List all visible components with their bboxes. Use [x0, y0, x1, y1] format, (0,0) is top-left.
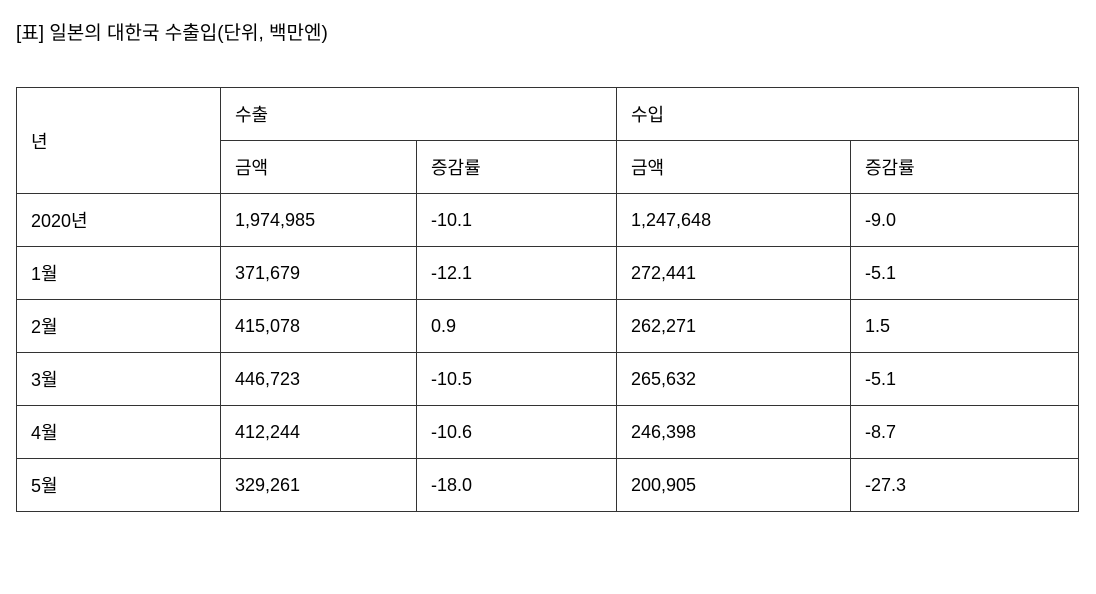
cell-period: 4월	[17, 406, 221, 459]
cell-import-rate: -8.7	[851, 406, 1079, 459]
cell-period: 2020년	[17, 194, 221, 247]
cell-period: 1월	[17, 247, 221, 300]
header-import: 수입	[617, 88, 1079, 141]
table-title: [표] 일본의 대한국 수출입(단위, 백만엔)	[16, 18, 1080, 45]
table-row: 2020년 1,974,985 -10.1 1,247,648 -9.0	[17, 194, 1079, 247]
cell-import-amount: 200,905	[617, 459, 851, 512]
cell-export-rate: -10.6	[417, 406, 617, 459]
header-export-rate: 증감률	[417, 141, 617, 194]
cell-import-amount: 1,247,648	[617, 194, 851, 247]
header-row-1: 년 수출 수입	[17, 88, 1079, 141]
table-row: 5월 329,261 -18.0 200,905 -27.3	[17, 459, 1079, 512]
cell-import-rate: 1.5	[851, 300, 1079, 353]
cell-import-amount: 246,398	[617, 406, 851, 459]
cell-export-rate: -18.0	[417, 459, 617, 512]
cell-export-amount: 446,723	[221, 353, 417, 406]
table-row: 3월 446,723 -10.5 265,632 -5.1	[17, 353, 1079, 406]
cell-export-amount: 329,261	[221, 459, 417, 512]
cell-export-amount: 371,679	[221, 247, 417, 300]
header-import-rate: 증감률	[851, 141, 1079, 194]
cell-import-rate: -27.3	[851, 459, 1079, 512]
cell-import-amount: 272,441	[617, 247, 851, 300]
trade-table: 년 수출 수입 금액 증감률 금액 증감률 2020년 1,974,985 -1…	[16, 87, 1079, 512]
header-export: 수출	[221, 88, 617, 141]
cell-import-rate: -9.0	[851, 194, 1079, 247]
cell-export-rate: -10.5	[417, 353, 617, 406]
header-year: 년	[17, 88, 221, 194]
table-row: 4월 412,244 -10.6 246,398 -8.7	[17, 406, 1079, 459]
cell-export-amount: 415,078	[221, 300, 417, 353]
cell-export-amount: 1,974,985	[221, 194, 417, 247]
cell-period: 3월	[17, 353, 221, 406]
cell-export-amount: 412,244	[221, 406, 417, 459]
cell-import-rate: -5.1	[851, 353, 1079, 406]
header-import-amount: 금액	[617, 141, 851, 194]
table-row: 1월 371,679 -12.1 272,441 -5.1	[17, 247, 1079, 300]
cell-import-rate: -5.1	[851, 247, 1079, 300]
cell-import-amount: 265,632	[617, 353, 851, 406]
cell-export-rate: -10.1	[417, 194, 617, 247]
cell-period: 2월	[17, 300, 221, 353]
cell-period: 5월	[17, 459, 221, 512]
table-row: 2월 415,078 0.9 262,271 1.5	[17, 300, 1079, 353]
cell-export-rate: -12.1	[417, 247, 617, 300]
cell-export-rate: 0.9	[417, 300, 617, 353]
header-export-amount: 금액	[221, 141, 417, 194]
cell-import-amount: 262,271	[617, 300, 851, 353]
